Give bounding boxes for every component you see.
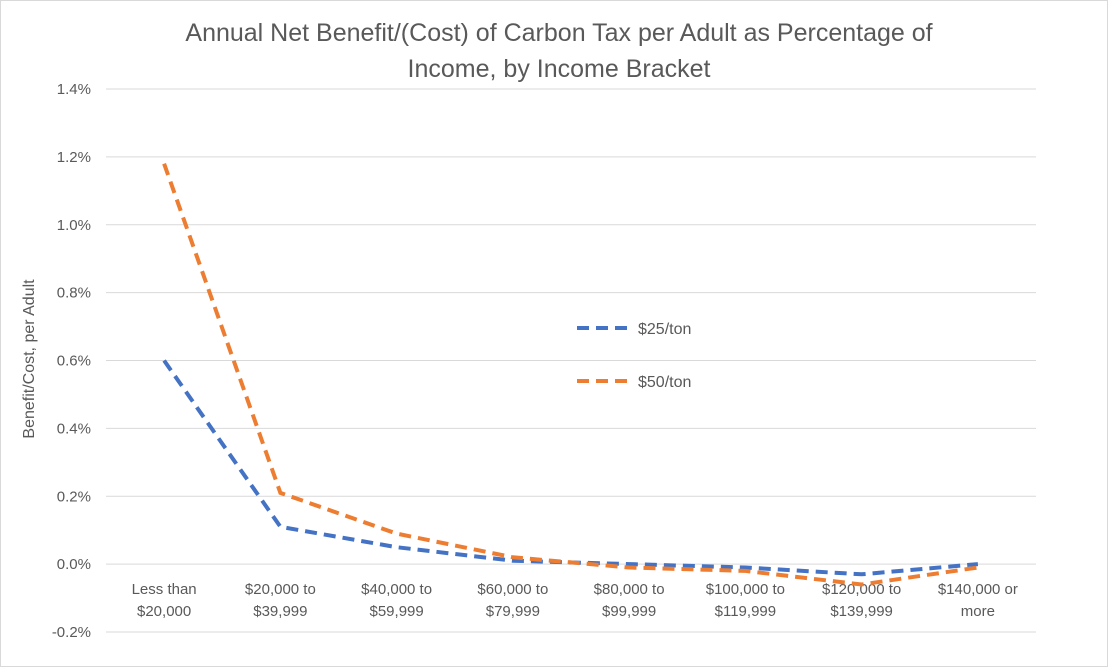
x-tick-label: $140,000 or more <box>938 581 1018 620</box>
x-tick-label-line: $80,000 to <box>594 581 665 598</box>
y-axis-tick-labels: -0.2% 0.0% 0.2% 0.4% 0.6% 0.8% 1.0% 1.2% 1.4% <box>52 81 91 641</box>
x-tick-label: $100,000 to $119,999 <box>706 581 785 620</box>
y-tick-label: 0.2% <box>57 488 91 505</box>
x-tick-label-line: $99,999 <box>602 603 656 620</box>
series-lines <box>162 163 979 587</box>
x-tick-label: $80,000 to $99,999 <box>594 581 665 620</box>
x-tick-label-line: Less than <box>132 581 197 598</box>
x-tick-label: Less than $20,000 <box>132 581 197 620</box>
x-tick-label-line: $140,000 or <box>938 581 1018 598</box>
x-tick-label: $60,000 to $79,999 <box>477 581 548 620</box>
y-tick-label: 1.2% <box>57 149 91 166</box>
x-tick-label-line: $60,000 to <box>477 581 548 598</box>
gridlines <box>106 88 1036 633</box>
y-tick-label: 0.8% <box>57 285 91 302</box>
series-line-50-ton <box>162 163 979 587</box>
y-tick-label: 1.4% <box>57 81 91 98</box>
y-axis-label: Benefit/Cost, per Adult <box>21 279 38 439</box>
y-tick-label: -0.2% <box>52 624 91 641</box>
legend-label-25-ton: $25/ton <box>638 321 691 338</box>
x-tick-label-line: $79,999 <box>486 603 540 620</box>
x-tick-label: $20,000 to $39,999 <box>245 581 316 620</box>
legend: $25/ton $50/ton <box>577 321 691 391</box>
x-tick-label-line: $39,999 <box>253 603 307 620</box>
y-tick-label: 0.6% <box>57 353 91 370</box>
x-tick-label-line: $40,000 to <box>361 581 432 598</box>
y-tick-label: 1.0% <box>57 217 91 234</box>
x-tick-label-line: $120,000 to <box>822 581 901 598</box>
x-tick-label-line: $59,999 <box>370 603 424 620</box>
x-tick-label-line: $20,000 <box>137 603 191 620</box>
legend-label-50-ton: $50/ton <box>638 374 691 391</box>
chart-title-line-2: Income, by Income Bracket <box>408 55 711 83</box>
x-tick-label-line: $119,999 <box>715 603 776 620</box>
x-tick-label-line: more <box>961 603 995 620</box>
chart-title-line-1: Annual Net Benefit/(Cost) of Carbon Tax … <box>185 19 932 47</box>
x-tick-label: $120,000 to $139,999 <box>822 581 901 620</box>
x-tick-label-line: $20,000 to <box>245 581 316 598</box>
y-tick-label: 0.4% <box>57 420 91 437</box>
x-axis-tick-labels: Less than $20,000 $20,000 to $39,999 $40,000… <box>132 581 1018 620</box>
x-tick-label-line: $100,000 to <box>706 581 785 598</box>
y-tick-label: 0.0% <box>57 556 91 573</box>
x-tick-label: $40,000 to $59,999 <box>361 581 432 620</box>
series-line-25-ton <box>162 359 979 577</box>
x-tick-label-line: $139,999 <box>830 603 893 620</box>
